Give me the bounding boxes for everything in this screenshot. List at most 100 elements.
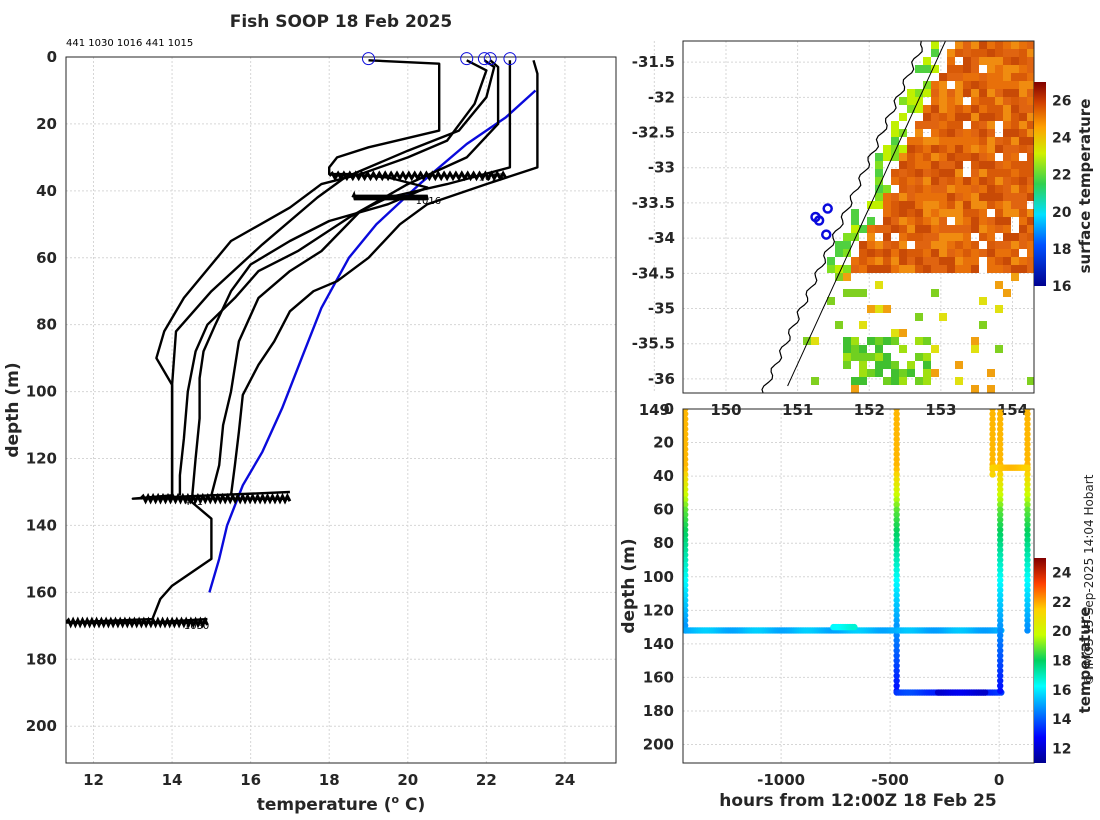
sst-cell (963, 57, 971, 65)
section-point (997, 566, 1004, 574)
sst-cell (867, 249, 875, 257)
section-point (989, 430, 996, 438)
y-tick-label: 200 (26, 717, 57, 735)
station-marker (813, 215, 825, 226)
sst-cell (883, 193, 891, 201)
sst-cell (891, 121, 899, 129)
sst-cell (947, 121, 955, 129)
section-point (997, 506, 1004, 513)
sst-cell (931, 249, 939, 257)
sst-cell (995, 65, 1003, 73)
section-point (997, 672, 1004, 679)
sst-cell (883, 257, 891, 265)
sst-cell (1027, 121, 1034, 129)
section-point (683, 597, 689, 604)
map-y-tick-label: -33 (648, 159, 675, 177)
sst-cell (939, 225, 947, 233)
sst-cell (923, 201, 931, 209)
sst-cell (907, 233, 915, 241)
bottom-label: 1015 (479, 172, 504, 183)
sst-cell (931, 185, 939, 193)
section-point (997, 441, 1004, 448)
sst-cell (891, 145, 899, 153)
sst-cell (963, 233, 971, 241)
section-y-tick-label: 60 (653, 501, 674, 519)
sst-cell (891, 177, 899, 185)
y-tick-label: 160 (26, 583, 57, 601)
sst-cell (1019, 225, 1027, 233)
section-point (893, 657, 900, 664)
map-y-tick-label: -36 (648, 370, 675, 388)
sst-cell (963, 265, 971, 273)
sst-cell (1019, 81, 1027, 89)
sst-cell (1011, 249, 1019, 257)
section-point (683, 415, 689, 423)
sst-cell (939, 97, 947, 105)
section-point (1024, 496, 1031, 503)
sst-cell (947, 49, 955, 57)
sst-cell (955, 153, 963, 161)
y-tick-label: 60 (36, 249, 57, 267)
sst-cell (923, 145, 931, 153)
sst-cell (923, 249, 931, 257)
section-point (893, 420, 900, 428)
section-point (1024, 551, 1031, 559)
sst-cell (947, 249, 955, 257)
section-point (683, 607, 689, 614)
sst-cell (955, 193, 963, 201)
section-point (997, 451, 1004, 458)
sst-cell (931, 201, 939, 209)
sst-cell (979, 177, 987, 185)
sst-cell (1003, 225, 1011, 233)
sst-cell (1019, 113, 1027, 121)
sst-cell (1027, 97, 1034, 105)
sst-colorbar-tick: 18 (1052, 242, 1071, 258)
section-point (997, 511, 1004, 518)
sst-cell (939, 241, 947, 249)
sst-cell (851, 209, 859, 217)
map-x-tick-label: 153 (925, 401, 956, 419)
section-point (893, 642, 900, 649)
sst-cell (995, 113, 1003, 121)
sst-cell (955, 361, 963, 369)
sst-cell (859, 257, 867, 265)
sst-cell (843, 273, 851, 281)
sst-cell (907, 153, 915, 161)
sst-cell (995, 89, 1003, 97)
sst-cell (899, 241, 907, 249)
section-point (997, 420, 1004, 428)
x-axis-label: temperature (o C) (257, 793, 426, 815)
sst-cell (875, 201, 883, 209)
section-point (893, 541, 900, 549)
section-point (1024, 501, 1031, 508)
section-point (683, 425, 689, 433)
sst-cell (1027, 265, 1034, 273)
section-point (989, 451, 996, 458)
sst-cell (971, 249, 979, 257)
sst-cell (963, 241, 971, 249)
sst-cell (899, 153, 907, 161)
sst-cell (931, 241, 939, 249)
sst-cell (859, 345, 867, 353)
map-y-tick-label: -35.5 (632, 335, 675, 353)
sst-cell (899, 329, 907, 337)
sst-cell (987, 257, 995, 265)
sst-cell (995, 209, 1003, 217)
section-point (683, 586, 689, 594)
sst-cell (979, 113, 987, 121)
section-point (1024, 576, 1031, 584)
sst-cell (923, 113, 931, 121)
sst-cell (883, 249, 891, 257)
sst-cell (899, 377, 907, 385)
section-point (893, 647, 900, 654)
sst-cell (995, 201, 1003, 209)
sst-cell (867, 233, 875, 241)
sst-cell (987, 65, 995, 73)
section-point (683, 531, 689, 539)
y-tick-label: 100 (26, 383, 57, 401)
sst-cell (843, 289, 851, 297)
sst-cell (859, 241, 867, 249)
section-point (683, 561, 689, 569)
sst-cell (1011, 169, 1019, 177)
map-x-tick-label: 149 (639, 401, 670, 419)
